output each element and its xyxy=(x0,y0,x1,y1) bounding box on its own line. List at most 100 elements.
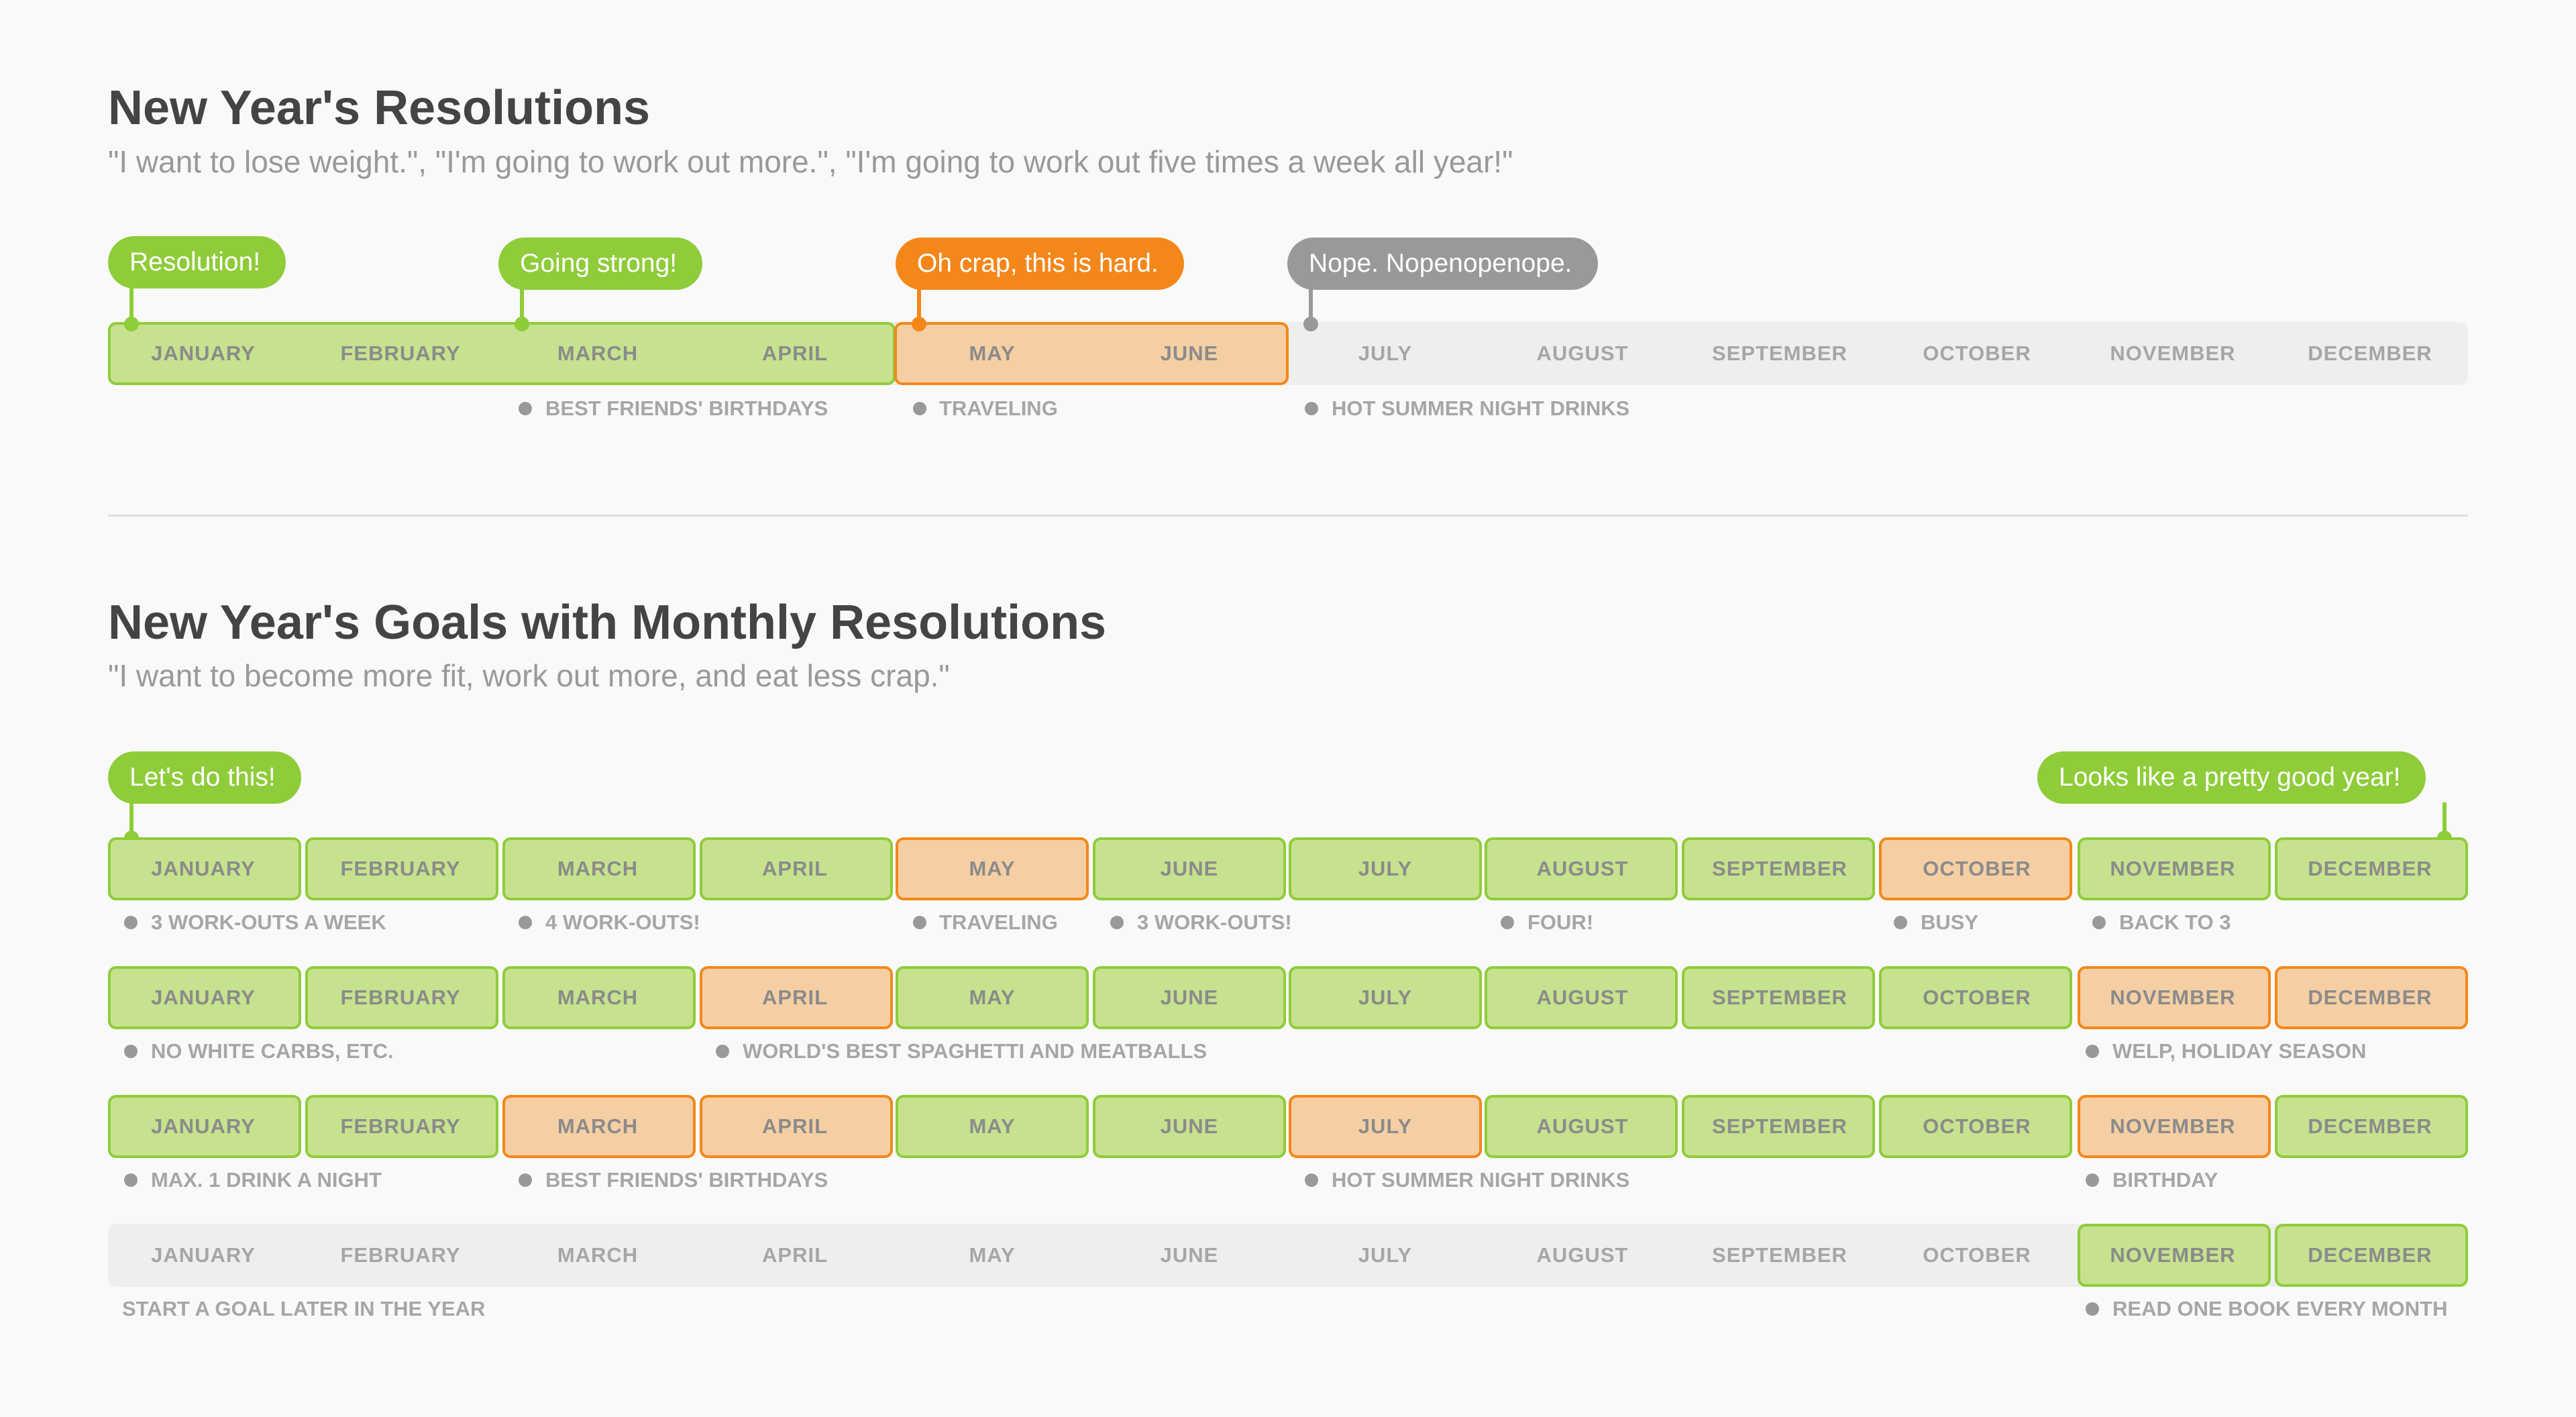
month-label: AUGUST xyxy=(1536,1114,1629,1138)
month-label: MARCH xyxy=(557,1114,639,1138)
month-label: APRIL xyxy=(762,986,828,1009)
month-cell-green xyxy=(1879,966,2072,1029)
note-dot xyxy=(1501,916,1514,929)
month-cell-green xyxy=(305,966,498,1029)
month-cell-green xyxy=(1682,966,1875,1029)
note-dot xyxy=(1305,402,1318,415)
note-label: FOUR! xyxy=(1527,910,1594,934)
note-label: BEST FRIENDS' BIRTHDAYS xyxy=(545,397,828,420)
month-label: SEPTEMBER xyxy=(1712,342,1847,365)
month-label: MARCH xyxy=(557,986,639,1009)
bubble-stem xyxy=(520,288,524,325)
month-label: MAY xyxy=(969,986,1016,1009)
note-label: TRAVELING xyxy=(939,910,1058,934)
section-divider xyxy=(108,515,2468,517)
month-cell-green xyxy=(700,837,893,900)
month-label: OCTOBER xyxy=(1923,857,2031,880)
month-cell-green xyxy=(1682,1095,1875,1158)
month-label: APRIL xyxy=(762,1114,828,1138)
note-dot xyxy=(1305,1173,1318,1187)
note-dot xyxy=(716,1045,729,1058)
month-label: MAY xyxy=(969,1114,1016,1138)
note-label: BIRTHDAY xyxy=(2112,1168,2218,1192)
month-cell-orange xyxy=(1879,837,2072,900)
month-label: SEPTEMBER xyxy=(1712,1243,1847,1267)
bubble-stem xyxy=(917,288,921,325)
note-dot xyxy=(1110,916,1124,929)
month-cell-green xyxy=(2275,1095,2468,1158)
note-dot xyxy=(124,916,138,929)
note-label: 3 WORK-OUTS A WEEK xyxy=(151,910,386,934)
month-label: FEBRUARY xyxy=(340,342,461,365)
month-label: JULY xyxy=(1358,1243,1413,1267)
note-label: HOT SUMMER NIGHT DRINKS xyxy=(1332,397,1630,420)
month-cell-green xyxy=(1289,966,1482,1029)
month-label: FEBRUARY xyxy=(340,986,461,1009)
month-cell-green xyxy=(108,837,301,900)
month-label: MARCH xyxy=(557,857,639,880)
month-label: JULY xyxy=(1358,342,1413,365)
month-cell-green xyxy=(1485,966,1678,1029)
month-cell-green xyxy=(502,837,696,900)
note-dot xyxy=(1894,916,1907,929)
bubble-pin xyxy=(912,317,926,331)
note-label: MAX. 1 DRINK A NIGHT xyxy=(151,1168,382,1192)
note-dot xyxy=(124,1045,138,1058)
month-cell-green xyxy=(1485,1095,1678,1158)
bubble-stem xyxy=(129,287,133,325)
month-label: NOVEMBER xyxy=(2110,342,2236,365)
month-cell-green xyxy=(502,966,696,1029)
month-label: JULY xyxy=(1358,986,1413,1009)
month-label: DECEMBER xyxy=(2308,342,2432,365)
timeline-track xyxy=(108,1224,2468,1287)
month-cell-green xyxy=(2078,1224,2271,1287)
month-label: APRIL xyxy=(762,857,828,880)
note-label: READ ONE BOOK EVERY MONTH xyxy=(2112,1297,2448,1320)
month-cell-green xyxy=(896,1095,1089,1158)
note-dot xyxy=(124,1173,138,1187)
month-label: JULY xyxy=(1358,1114,1413,1138)
month-label: FEBRUARY xyxy=(340,1114,461,1138)
bubble-lets-do-this: Let's do this! xyxy=(108,751,301,804)
month-label: JUNE xyxy=(1160,1243,1219,1267)
note-label: NO WHITE CARBS, ETC. xyxy=(151,1039,394,1063)
month-label: NOVEMBER xyxy=(2110,857,2236,880)
month-label: APRIL xyxy=(762,342,828,365)
bubble-going-strong: Going strong! xyxy=(498,238,703,290)
month-label: JANUARY xyxy=(151,1114,256,1138)
note-label: HOT SUMMER NIGHT DRINKS xyxy=(1332,1168,1630,1192)
note-label: 3 WORK-OUTS! xyxy=(1137,910,1292,934)
note-label: TRAVELING xyxy=(939,397,1058,420)
month-label: NOVEMBER xyxy=(2110,1243,2236,1267)
month-label: JULY xyxy=(1358,857,1413,880)
month-cell-orange xyxy=(1289,1095,1482,1158)
note-label: START A GOAL LATER IN THE YEAR xyxy=(122,1297,486,1320)
month-cell-green xyxy=(2078,837,2271,900)
section2-title: New Year's Goals with Monthly Resolution… xyxy=(108,596,1107,649)
bubble-nope: Nope. Nopenopenope. xyxy=(1287,238,1598,290)
note-dot xyxy=(2086,1302,2099,1316)
month-label: JANUARY xyxy=(151,857,256,880)
month-label: NOVEMBER xyxy=(2110,1114,2236,1138)
month-cell-orange xyxy=(700,1095,893,1158)
month-label: FEBRUARY xyxy=(340,1243,461,1267)
bubble-pin xyxy=(515,317,529,331)
bubble-this-is-hard: Oh crap, this is hard. xyxy=(896,238,1184,290)
month-cell-green xyxy=(305,837,498,900)
month-label: DECEMBER xyxy=(2308,1243,2432,1267)
note-dot xyxy=(519,916,532,929)
note-dot xyxy=(519,402,532,415)
section2-subtitle: "I want to become more fit, work out mor… xyxy=(108,658,950,693)
month-label: AUGUST xyxy=(1536,342,1629,365)
note-dot xyxy=(2086,1173,2099,1187)
note-label: BACK TO 3 xyxy=(2119,910,2231,934)
month-label: SEPTEMBER xyxy=(1712,1114,1847,1138)
month-label: SEPTEMBER xyxy=(1712,857,1847,880)
bubble-good-year: Looks like a pretty good year! xyxy=(2037,751,2426,804)
month-label: MARCH xyxy=(557,342,639,365)
note-label: BEST FRIENDS' BIRTHDAYS xyxy=(545,1168,828,1192)
month-label: NOVEMBER xyxy=(2110,986,2236,1009)
month-label: AUGUST xyxy=(1536,1243,1629,1267)
month-cell-green xyxy=(1093,1095,1286,1158)
resolution-strong-period xyxy=(108,322,896,385)
